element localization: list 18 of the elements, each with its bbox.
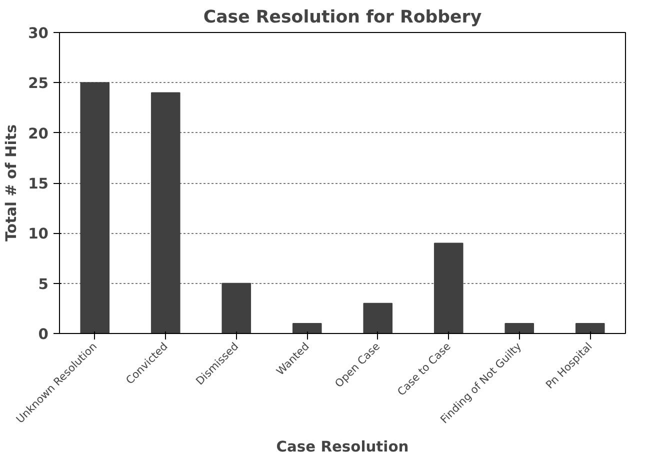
bar [363, 302, 393, 334]
y-tick-label: 15 [28, 176, 49, 192]
bar [434, 242, 464, 334]
bar [150, 92, 180, 334]
bar [575, 322, 605, 334]
bar [504, 322, 534, 334]
y-tick-label: 10 [28, 226, 49, 243]
x-axis-title: Case Resolution [276, 438, 409, 456]
y-tick-label: 25 [28, 75, 49, 92]
y-tick-label: 5 [38, 276, 49, 293]
y-tick-label: 30 [28, 25, 49, 42]
bar [222, 282, 252, 334]
y-tick-label: 0 [38, 326, 49, 343]
bar [80, 82, 110, 334]
chart-title: Case Resolution for Robbery [203, 8, 482, 28]
y-tick-label: 20 [28, 125, 49, 142]
bar [292, 322, 322, 334]
y-axis-title: Total # of Hits [3, 124, 20, 242]
